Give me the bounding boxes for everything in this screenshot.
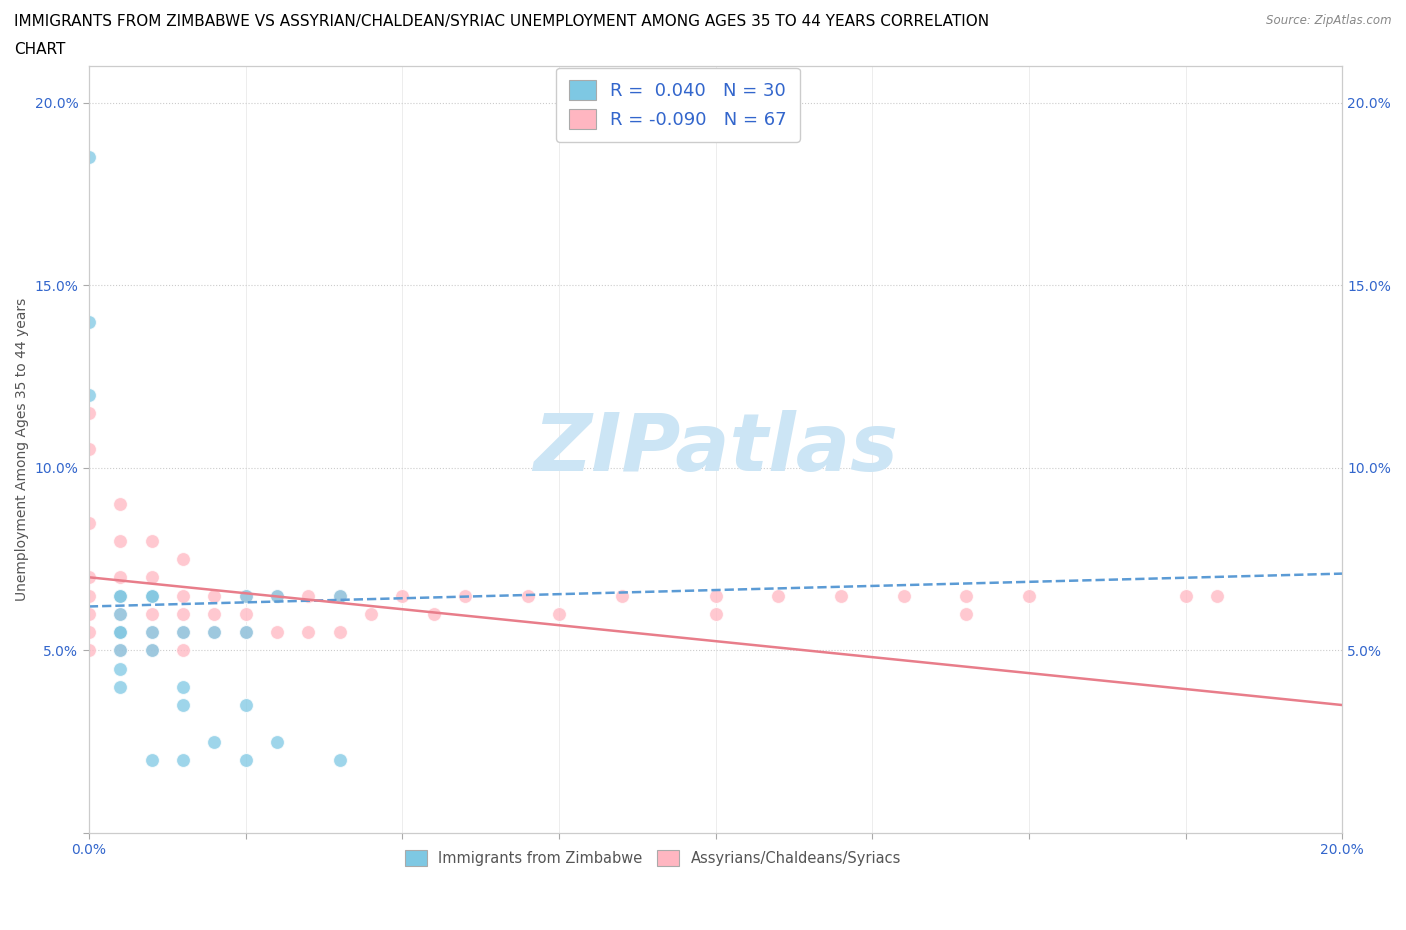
Point [108,679,131,694]
Point [172,643,194,658]
Point [202,625,225,640]
Point [454,588,477,603]
Point [235,606,257,621]
Point [235,698,257,712]
Point [328,625,350,640]
Point [141,570,163,585]
Y-axis label: Unemployment Among Ages 35 to 44 years: Unemployment Among Ages 35 to 44 years [15,298,30,601]
Point [141,625,163,640]
Point [955,588,977,603]
Point [77,625,100,640]
Point [172,752,194,767]
Point [108,588,131,603]
Point [172,588,194,603]
Point [172,606,194,621]
Point [172,551,194,566]
Point [955,606,977,621]
Point [141,588,163,603]
Point [893,588,915,603]
Point [768,588,790,603]
Text: ZIPatlas: ZIPatlas [533,410,898,488]
Point [202,588,225,603]
Point [77,387,100,402]
Point [328,588,350,603]
Point [108,625,131,640]
Point [77,515,100,530]
Point [328,588,350,603]
Point [830,588,852,603]
Point [77,150,100,165]
Point [297,588,319,603]
Point [266,588,288,603]
Point [391,588,413,603]
Text: IMMIGRANTS FROM ZIMBABWE VS ASSYRIAN/CHALDEAN/SYRIAC UNEMPLOYMENT AMONG AGES 35 : IMMIGRANTS FROM ZIMBABWE VS ASSYRIAN/CHA… [14,14,990,29]
Point [108,643,131,658]
Point [141,533,163,548]
Point [235,588,257,603]
Point [141,588,163,603]
Point [1206,588,1229,603]
Point [108,533,131,548]
Point [172,679,194,694]
Point [235,752,257,767]
Legend: Immigrants from Zimbabwe, Assyrians/Chaldeans/Syriacs: Immigrants from Zimbabwe, Assyrians/Chal… [399,844,907,871]
Point [704,606,727,621]
Point [266,625,288,640]
Point [108,625,131,640]
Point [77,314,100,329]
Point [235,625,257,640]
Point [77,570,100,585]
Point [77,606,100,621]
Point [360,606,382,621]
Point [266,588,288,603]
Point [141,752,163,767]
Point [141,643,163,658]
Point [235,625,257,640]
Point [172,698,194,712]
Point [108,570,131,585]
Point [235,588,257,603]
Point [704,588,727,603]
Point [77,643,100,658]
Point [172,625,194,640]
Point [172,625,194,640]
Point [266,734,288,749]
Point [108,643,131,658]
Point [108,625,131,640]
Point [141,643,163,658]
Point [141,588,163,603]
Text: CHART: CHART [14,42,66,57]
Text: Source: ZipAtlas.com: Source: ZipAtlas.com [1267,14,1392,27]
Point [1174,588,1197,603]
Point [141,606,163,621]
Point [610,588,633,603]
Point [547,606,569,621]
Point [77,405,100,420]
Point [108,588,131,603]
Point [108,588,131,603]
Point [516,588,538,603]
Point [297,625,319,640]
Point [202,606,225,621]
Point [108,606,131,621]
Point [108,497,131,512]
Point [328,752,350,767]
Point [108,606,131,621]
Point [108,661,131,676]
Point [77,588,100,603]
Point [77,442,100,457]
Point [202,734,225,749]
Point [422,606,444,621]
Point [141,625,163,640]
Point [1018,588,1040,603]
Point [202,625,225,640]
